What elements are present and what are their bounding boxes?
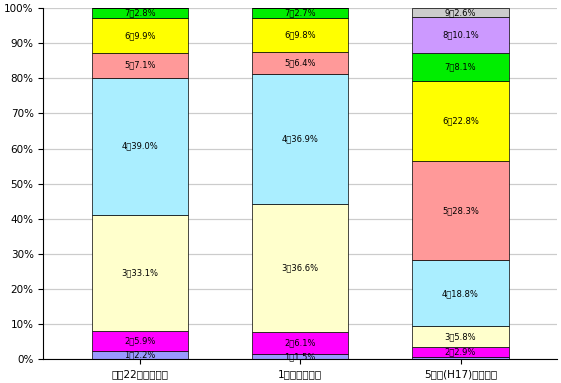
Text: 2級5.9%: 2級5.9% (124, 337, 155, 345)
Text: 3級33.1%: 3級33.1% (121, 268, 158, 277)
Text: 3級36.6%: 3級36.6% (282, 264, 319, 273)
Bar (91, 331, 188, 351)
Text: 9級2.6%: 9級2.6% (445, 8, 476, 17)
Text: 7級2.8%: 7級2.8% (124, 8, 155, 18)
Bar (252, 75, 348, 204)
Bar (412, 53, 509, 81)
Text: 2級6.1%: 2級6.1% (284, 339, 316, 348)
Text: 4級36.9%: 4級36.9% (282, 135, 319, 144)
Bar (91, 214, 188, 331)
Text: 6級9.8%: 6級9.8% (284, 30, 316, 39)
Bar (252, 332, 348, 354)
Bar (412, 357, 509, 359)
Text: 5級7.1%: 5級7.1% (124, 61, 155, 70)
Text: 7級2.7%: 7級2.7% (284, 8, 316, 17)
Bar (252, 18, 348, 52)
Bar (91, 8, 188, 18)
Bar (412, 17, 509, 53)
Bar (91, 351, 188, 359)
Bar (252, 8, 348, 18)
Text: 5級28.3%: 5級28.3% (442, 206, 479, 215)
Bar (252, 354, 348, 359)
Bar (91, 78, 188, 214)
Bar (91, 53, 188, 78)
Text: 6級22.8%: 6級22.8% (442, 117, 479, 126)
Bar (412, 81, 509, 161)
Text: 6級9.9%: 6級9.9% (124, 31, 155, 40)
Text: 8級10.1%: 8級10.1% (442, 31, 479, 39)
Bar (412, 260, 509, 326)
Bar (252, 204, 348, 332)
Text: 5級6.4%: 5級6.4% (284, 59, 316, 68)
Bar (412, 161, 509, 260)
Bar (412, 326, 509, 347)
Text: 1級2.2%: 1級2.2% (124, 351, 155, 360)
Bar (91, 18, 188, 53)
Text: 1級1.5%: 1級1.5% (284, 352, 316, 361)
Text: 2級2.9%: 2級2.9% (445, 347, 476, 357)
Text: 7級8.1%: 7級8.1% (445, 62, 476, 72)
Text: 3級5.8%: 3級5.8% (445, 332, 476, 341)
Bar (412, 347, 509, 357)
Bar (412, 8, 509, 17)
Text: 4級39.0%: 4級39.0% (121, 142, 158, 151)
Text: 4級18.8%: 4級18.8% (442, 289, 479, 298)
Bar (252, 52, 348, 75)
